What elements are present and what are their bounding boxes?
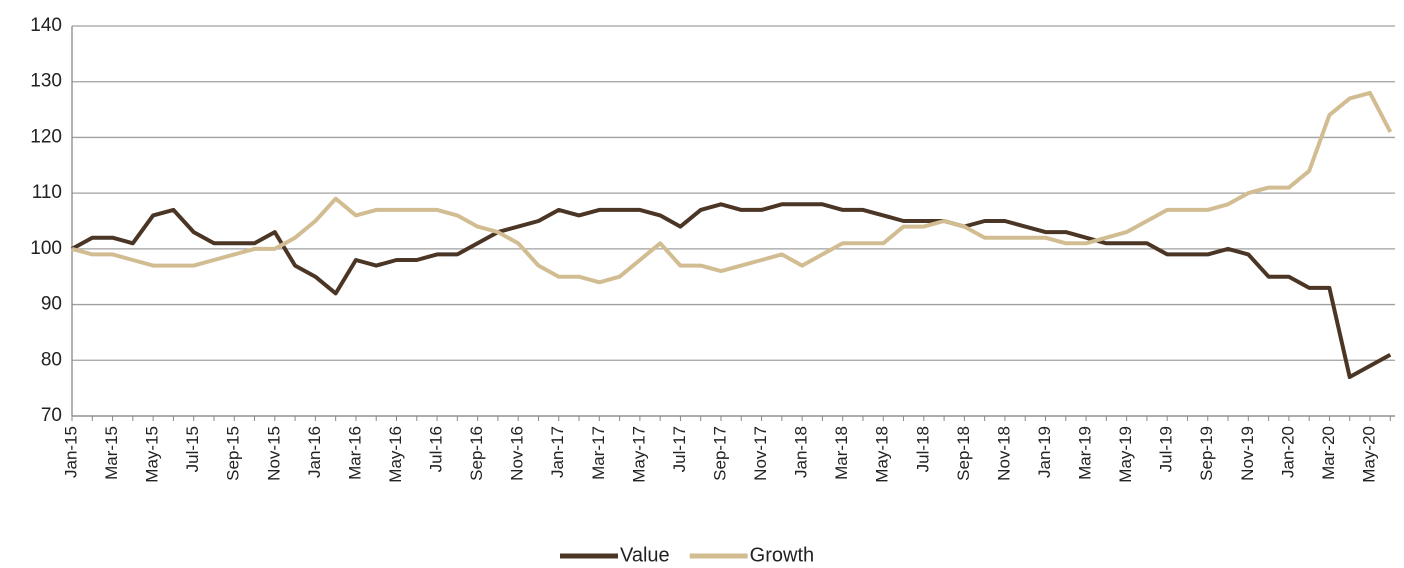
x-tick-label: May-15: [143, 426, 162, 483]
series-line: [71, 202, 1392, 379]
x-tick-label: Jul-15: [183, 426, 202, 472]
x-tick-label: May-17: [629, 426, 648, 483]
x-tick-label: Sep-18: [954, 426, 973, 481]
x-tick-label: Jul-18: [913, 426, 932, 472]
x-tick-label: Mar-19: [1076, 426, 1095, 480]
x-tick-label: Mar-18: [832, 426, 851, 480]
y-tick-label: 100: [30, 238, 62, 259]
x-tick-label: Nov-17: [751, 426, 770, 481]
x-tick-label: Jan-18: [792, 426, 811, 478]
x-tick-label: Mar-17: [589, 426, 608, 480]
y-tick-label: 90: [41, 294, 62, 315]
y-tick-label: 110: [32, 182, 62, 203]
x-tick-label: Sep-15: [224, 426, 243, 481]
series-line: [71, 90, 1393, 285]
x-tick-label: Jan-17: [548, 426, 567, 478]
y-tick-label: 80: [41, 349, 62, 370]
y-tick-label: 140: [30, 15, 62, 36]
x-tick-label: Jan-15: [61, 426, 80, 478]
x-tick-label: Nov-15: [264, 426, 283, 481]
x-tick-label: Sep-19: [1197, 426, 1216, 481]
legend-label: Value: [620, 544, 670, 566]
y-tick-label: 130: [30, 71, 62, 92]
x-tick-label: Nov-18: [994, 426, 1013, 481]
x-tick-label: Jan-20: [1278, 426, 1297, 478]
x-tick-label: May-18: [873, 426, 892, 483]
x-tick-label: Jul-16: [427, 426, 446, 472]
x-tick-label: Jul-19: [1157, 426, 1176, 472]
x-tick-label: May-16: [386, 426, 405, 483]
y-tick-label: 70: [41, 405, 62, 426]
x-tick-label: Jul-17: [670, 426, 689, 472]
legend-label: Growth: [750, 544, 814, 566]
x-tick-label: Mar-15: [102, 426, 121, 480]
x-tick-label: May-20: [1359, 426, 1378, 483]
x-tick-label: Jan-19: [1035, 426, 1054, 478]
x-tick-label: Nov-19: [1238, 426, 1257, 481]
x-tick-label: Nov-16: [508, 426, 527, 481]
x-tick-label: May-19: [1116, 426, 1135, 483]
x-tick-label: Jan-16: [305, 426, 324, 478]
x-tick-label: Mar-16: [345, 426, 364, 480]
y-tick-label: 120: [30, 126, 62, 147]
x-tick-label: Sep-16: [467, 426, 486, 481]
x-tick-label: Sep-17: [710, 426, 729, 481]
x-tick-label: Mar-20: [1319, 426, 1338, 480]
